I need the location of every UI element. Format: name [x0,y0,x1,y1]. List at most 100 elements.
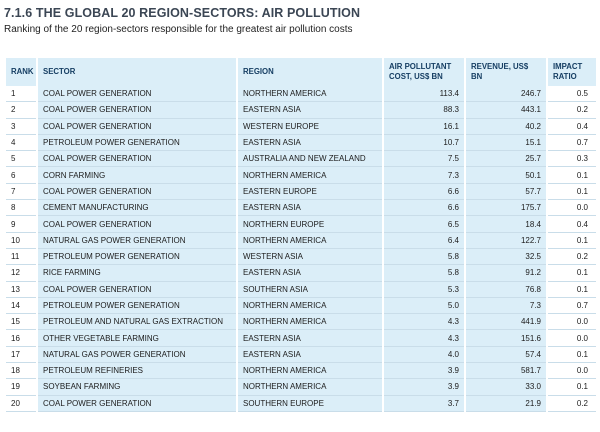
revenue-cell: 443.1 [466,102,546,119]
rank-cell: 17 [6,347,36,364]
ratio-cell: 0.1 [548,379,596,396]
rank-cell: 10 [6,233,36,249]
sector-cell: COAL POWER GENERATION [38,395,236,412]
rank-cell: 7 [6,184,36,201]
ratio-cell: 0.7 [548,298,596,315]
cost-cell: 3.9 [384,379,464,396]
table-row: 16 OTHER VEGETABLE FARMING EASTERN ASIA 4.3… [6,330,596,347]
table-row: 18 PETROLEUM REFINERIES NORTHERN AMERICA 3.… [6,363,596,380]
table-row: 2 COAL POWER GENERATION EASTERN ASIA 88.3 44… [6,102,596,119]
revenue-cell: 581.7 [466,363,546,380]
region-cell: NORTHERN AMERICA [238,86,382,103]
ratio-cell: 0.0 [548,363,596,380]
title: 7.1.6 THE GLOBAL 20 REGION-SECTORS: AIR … [4,6,361,20]
sector-cell: NATURAL GAS POWER GENERATION [38,232,236,249]
rank-cell: 9 [6,216,36,233]
region-cell: WESTERN EUROPE [238,118,382,135]
column-header: AIR POLLUTANT COST, US$ BN [384,58,464,86]
rank-cell: 12 [6,265,36,282]
revenue-cell: 76.8 [466,281,546,298]
cost-cell: 7.3 [384,167,464,184]
sector-cell: OTHER VEGETABLE FARMING [38,330,236,347]
rank-cell: 2 [6,102,36,119]
column-header: IMPACT RATIO [548,58,596,86]
region-cell: WESTERN ASIA [238,248,382,266]
revenue-cell: 40.2 [466,118,546,135]
revenue-cell: 441.9 [466,314,546,331]
rank-cell: 14 [6,298,36,315]
ratio-cell: 0.4 [548,216,596,233]
rank-cell: 6 [6,167,36,184]
ratio-cell: 0.4 [548,119,596,135]
rank-cell: 15 [6,314,36,331]
ratio-cell: 0.1 [548,347,596,364]
ratio-cell: 0.5 [548,86,596,103]
table-row: 3 COAL POWER GENERATION WESTERN EUROPE 16.1… [6,118,596,135]
sector-cell: COAL POWER GENERATION [38,216,236,233]
cost-cell: 5.3 [384,281,464,298]
region-cell: EASTERN ASIA [238,346,382,364]
sector-cell: CORN FARMING [38,167,236,184]
rank-cell: 11 [6,249,36,266]
column-header: SECTOR [38,58,236,86]
region-cell: NORTHERN EUROPE [238,216,382,233]
sector-cell: RICE FARMING [38,265,236,282]
revenue-cell: 91.2 [466,265,546,282]
ranking-table: RANK SECTOR REGION AIR POLLUTANT COST, US$ … [4,58,598,412]
sector-cell: PETROLEUM POWER GENERATION [38,297,236,315]
revenue-cell: 57.7 [466,183,546,201]
rank-cell: 5 [6,151,36,168]
cost-cell: 10.7 [384,134,464,152]
table-row: 6 CORN FARMING NORTHERN AMERICA 7.3 50.1 0.1 [6,167,596,184]
table-row: 5 COAL POWER GENERATION AUSTRALIA AND NEW … [6,151,596,168]
table-head: RANK SECTOR REGION AIR POLLUTANT COST, US$ … [6,58,596,86]
rank-cell: 4 [6,135,36,152]
region-cell: AUSTRALIA AND NEW ZEALAND [238,151,382,168]
region-cell: NORTHERN AMERICA [238,232,382,249]
cost-cell: 7.5 [384,151,464,168]
column-header: RANK [6,58,36,86]
ratio-cell: 0.0 [548,200,596,217]
table-row: 1 COAL POWER GENERATION NORTHERN AMERICA 11… [6,86,596,103]
table-row: 7 COAL POWER GENERATION EASTERN EUROPE 6.6 5… [6,183,596,201]
ratio-cell: 0.2 [548,396,596,412]
rank-cell: 18 [6,363,36,380]
table-row: 20 COAL POWER GENERATION SOUTHERN EUROPE 3.… [6,395,596,412]
sector-cell: COAL POWER GENERATION [38,118,236,135]
sector-cell: SOYBEAN FARMING [38,379,236,396]
rank-cell: 3 [6,119,36,135]
table-body: 1 COAL POWER GENERATION NORTHERN AMERICA 11… [6,86,596,412]
region-cell: SOUTHERN ASIA [238,281,382,298]
sector-cell: COAL POWER GENERATION [38,102,236,119]
rank-cell: 16 [6,330,36,347]
sector-cell: PETROLEUM POWER GENERATION [38,248,236,266]
cost-cell: 4.3 [384,330,464,347]
ratio-cell: 0.1 [548,184,596,201]
cost-cell: 16.1 [384,118,464,135]
region-cell: SOUTHERN EUROPE [238,395,382,412]
revenue-cell: 25.7 [466,151,546,168]
rank-cell: 1 [6,86,36,103]
region-cell: EASTERN ASIA [238,265,382,282]
rank-cell: 20 [6,396,36,412]
region-cell: NORTHERN AMERICA [238,314,382,331]
sector-cell: NATURAL GAS POWER GENERATION [38,346,236,364]
cost-cell: 5.8 [384,248,464,266]
table-row: 9 COAL POWER GENERATION NORTHERN EUROPE 6.5… [6,216,596,233]
ratio-cell: 0.2 [548,102,596,119]
sector-cell: COAL POWER GENERATION [38,151,236,168]
column-header: REVENUE, US$ BN [466,58,546,86]
sector-cell: PETROLEUM POWER GENERATION [38,134,236,152]
table-row: 15 PETROLEUM AND NATURAL GAS EXTRACTION NO… [6,314,596,331]
ratio-cell: 0.2 [548,249,596,266]
table-row: 8 CEMENT MANUFACTURING EASTERN ASIA 6.6 175.… [6,200,596,217]
revenue-cell: 175.7 [466,200,546,217]
revenue-cell: 122.7 [466,232,546,249]
revenue-cell: 21.9 [466,395,546,412]
revenue-cell: 32.5 [466,248,546,266]
table-row: 19 SOYBEAN FARMING NORTHERN AMERICA 3.9 33.0… [6,379,596,396]
table-row: 11 PETROLEUM POWER GENERATION WESTERN ASIA… [6,248,596,266]
table-row: 14 PETROLEUM POWER GENERATION NORTHERN AME… [6,297,596,315]
region-cell: EASTERN ASIA [238,330,382,347]
region-cell: NORTHERN AMERICA [238,297,382,315]
